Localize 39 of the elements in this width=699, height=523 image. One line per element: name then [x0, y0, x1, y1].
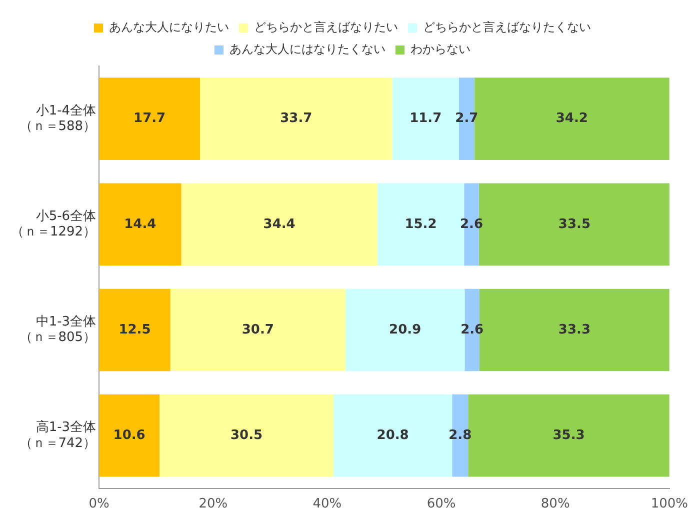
bar — [170, 288, 346, 372]
bar — [181, 183, 378, 266]
data-label: 30.5 — [230, 428, 263, 443]
bar — [200, 78, 392, 160]
data-label: 35.3 — [552, 428, 585, 443]
data-label: 20.8 — [376, 428, 409, 443]
data-label: 11.7 — [410, 111, 442, 126]
x-tick-label: 100% — [650, 496, 688, 512]
data-label: 20.9 — [389, 322, 422, 338]
bar — [99, 78, 200, 160]
y-tick-label: 高1-3全体（ｎ＝742） — [19, 419, 96, 451]
bar — [99, 288, 170, 372]
x-tick-label: 20% — [198, 496, 228, 512]
data-label: 34.4 — [263, 216, 296, 232]
data-label: 12.5 — [118, 322, 151, 338]
data-label: 34.2 — [556, 111, 588, 126]
bar — [99, 394, 160, 477]
x-tick-label: 80% — [540, 496, 570, 512]
data-label: 14.4 — [124, 216, 156, 232]
y-tick-label: 小1-4全体（ｎ＝588） — [19, 103, 96, 134]
y-tick-label: 中1-3全体（ｎ＝805） — [19, 314, 96, 346]
data-label: 33.5 — [558, 216, 590, 232]
legend-label: あんな大人にはなりたくない — [230, 42, 386, 56]
data-label: 33.3 — [558, 322, 590, 338]
legend-label: あんな大人になりたい — [109, 20, 229, 34]
bar — [160, 394, 334, 477]
data-label: 30.7 — [242, 322, 274, 338]
legend-label: わからない — [410, 42, 470, 56]
data-label: 15.2 — [404, 216, 437, 232]
legend-label: どちらかと言えばなりたくない — [423, 20, 591, 34]
legend-label: どちらかと言えばなりたい — [254, 20, 398, 34]
data-label: 10.6 — [113, 428, 146, 443]
x-tick-label: 60% — [426, 496, 456, 512]
y-tick-label: 小5-6全体（ｎ＝1292） — [10, 208, 96, 240]
x-tick-label: 0% — [88, 496, 110, 512]
data-label: 33.7 — [280, 111, 312, 126]
x-tick-label: 40% — [312, 496, 342, 512]
bar — [99, 183, 182, 266]
data-label: 17.7 — [134, 111, 166, 126]
